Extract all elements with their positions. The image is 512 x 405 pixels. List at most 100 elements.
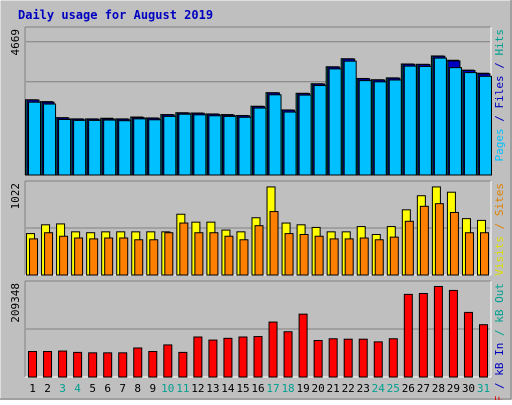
y-axis-max-label: 209348 bbox=[9, 283, 22, 323]
x-tick-label: 25 bbox=[387, 382, 400, 395]
bar-sites-day-19 bbox=[299, 233, 309, 276]
bar-kb-f-day-4 bbox=[73, 351, 83, 378]
bar-sites-day-1 bbox=[29, 238, 39, 276]
x-tick-label: 20 bbox=[312, 382, 325, 395]
bar-pages-day-23 bbox=[358, 80, 372, 176]
bar-sites-day-29 bbox=[449, 211, 459, 276]
x-tick-label: 9 bbox=[149, 382, 156, 395]
bar-pages-day-27 bbox=[418, 65, 432, 176]
x-tick-label: 15 bbox=[236, 382, 249, 395]
bar-kb-f-day-26 bbox=[403, 293, 413, 378]
bar-pages-day-16 bbox=[253, 107, 267, 176]
bar-sites-day-7 bbox=[119, 237, 129, 276]
bar-kb-f-day-23 bbox=[358, 338, 368, 378]
bar-kb-f-day-7 bbox=[118, 352, 128, 378]
y-axis-max-label: 1022 bbox=[9, 183, 22, 210]
bar-kb-f-day-30 bbox=[463, 311, 473, 378]
x-tick-label: 19 bbox=[296, 382, 309, 395]
bar-kb-f-day-10 bbox=[163, 344, 173, 378]
bar-kb-f-day-28 bbox=[433, 285, 443, 378]
bar-pages-day-21 bbox=[328, 68, 342, 176]
bar-sites-day-10 bbox=[164, 232, 174, 276]
bar-pages-day-22 bbox=[343, 60, 357, 176]
bar-pages-day-29 bbox=[448, 67, 462, 176]
bar-sites-day-3 bbox=[59, 235, 69, 276]
bar-sites-day-13 bbox=[209, 232, 219, 276]
bar-sites-day-9 bbox=[149, 239, 159, 276]
bar-sites-day-8 bbox=[134, 239, 144, 276]
bar-sites-day-25 bbox=[389, 236, 399, 276]
legend: Visits / Sites bbox=[493, 183, 506, 276]
bar-pages-day-11 bbox=[178, 113, 192, 176]
bar-kb-f-day-8 bbox=[133, 347, 143, 378]
bar-pages-day-20 bbox=[313, 85, 327, 176]
bar-sites-day-14 bbox=[224, 235, 234, 276]
bar-kb-f-day-2 bbox=[43, 351, 53, 378]
bar-pages-day-25 bbox=[388, 79, 402, 176]
bar-sites-day-21 bbox=[329, 238, 339, 276]
legend-item-4: Hits bbox=[493, 29, 506, 62]
x-tick-label: 2 bbox=[44, 382, 51, 395]
bar-kb-f-day-14 bbox=[223, 337, 233, 378]
x-tick-label: 31 bbox=[477, 382, 490, 395]
bar-pages-day-26 bbox=[403, 65, 417, 176]
bar-pages-day-10 bbox=[163, 115, 177, 176]
x-tick-label: 21 bbox=[327, 382, 340, 395]
bar-kb-f-day-31 bbox=[478, 324, 488, 378]
x-tick-label: 29 bbox=[447, 382, 460, 395]
bar-sites-day-6 bbox=[104, 237, 114, 276]
x-tick-label: 17 bbox=[266, 382, 279, 395]
bar-sites-day-11 bbox=[179, 222, 189, 276]
legend-item-3: / bbox=[493, 62, 506, 75]
x-tick-label: 6 bbox=[104, 382, 111, 395]
bar-sites-day-16 bbox=[254, 225, 264, 276]
bar-pages-day-19 bbox=[298, 94, 312, 176]
x-tick-label: 5 bbox=[89, 382, 96, 395]
x-tick-label: 1 bbox=[29, 382, 36, 395]
x-tick-label: 4 bbox=[74, 382, 81, 395]
bar-kb-f-day-6 bbox=[103, 352, 113, 378]
bar-kb-f-day-11 bbox=[178, 351, 188, 378]
legend: kB F / kB In / kB Out bbox=[493, 283, 506, 400]
x-tick-label: 13 bbox=[206, 382, 219, 395]
x-tick-label: 14 bbox=[221, 382, 235, 395]
legend-item-0: Visits bbox=[493, 236, 506, 276]
legend-item-2: kB In bbox=[493, 343, 506, 383]
bar-kb-f-day-25 bbox=[388, 338, 398, 378]
x-axis-day-labels: 1 2 3 4 5 6 7 8 9 10 11 12 13 14 15 16 17 18 19 20 21 22 23 24 2… bbox=[29, 382, 490, 395]
bar-pages-day-4 bbox=[73, 119, 87, 176]
bar-pages-day-17 bbox=[268, 94, 282, 176]
bar-sites-day-22 bbox=[344, 238, 354, 276]
legend-item-2: Sites bbox=[493, 183, 506, 223]
bar-sites-day-26 bbox=[404, 220, 414, 276]
series-kb-f bbox=[28, 285, 488, 378]
bar-pages-day-6 bbox=[103, 119, 117, 176]
bar-kb-f-day-1 bbox=[28, 351, 38, 378]
x-tick-label: 30 bbox=[462, 382, 475, 395]
bar-kb-f-day-29 bbox=[448, 289, 458, 378]
bar-sites-day-24 bbox=[374, 239, 384, 276]
x-tick-label: 10 bbox=[161, 382, 174, 395]
series-pages bbox=[28, 57, 492, 176]
bar-kb-f-day-5 bbox=[88, 352, 98, 378]
bar-kb-f-day-27 bbox=[418, 293, 428, 378]
x-tick-label: 8 bbox=[134, 382, 141, 395]
bar-kb-f-day-3 bbox=[58, 350, 68, 378]
bar-kb-f-day-24 bbox=[373, 341, 383, 378]
bar-kb-f-day-9 bbox=[148, 351, 158, 378]
legend-item-0: Pages bbox=[493, 128, 506, 161]
bar-pages-day-28 bbox=[433, 57, 447, 176]
legend-item-1: / bbox=[493, 382, 506, 395]
bar-sites-day-17 bbox=[269, 211, 279, 276]
x-tick-label: 22 bbox=[342, 382, 355, 395]
bar-pages-day-5 bbox=[88, 119, 102, 176]
bar-pages-day-15 bbox=[238, 116, 252, 176]
bar-pages-day-8 bbox=[133, 118, 147, 176]
legend-item-2: Files bbox=[493, 75, 506, 115]
bar-sites-day-23 bbox=[359, 237, 369, 276]
legend-item-1: / bbox=[493, 115, 506, 128]
bar-kb-f-day-13 bbox=[208, 339, 218, 378]
x-tick-label: 7 bbox=[119, 382, 126, 395]
